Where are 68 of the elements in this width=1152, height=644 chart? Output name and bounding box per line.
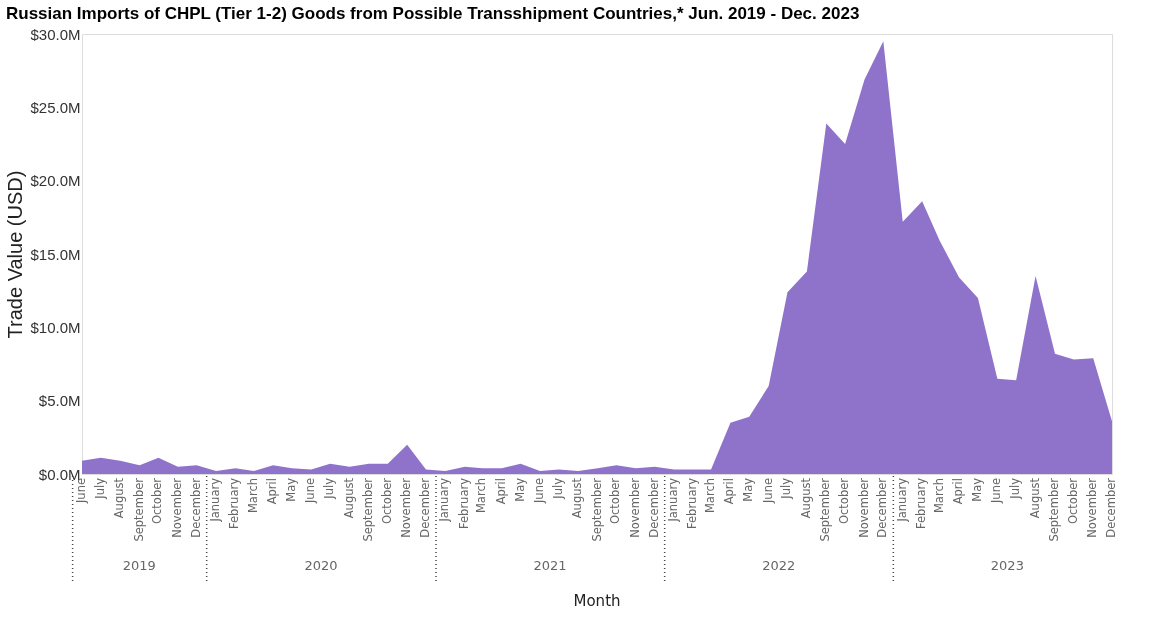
x-tick-label: December <box>875 477 890 538</box>
text: 2020 <box>304 558 338 573</box>
chart-title: Russian Imports of CHPL (Tier 1-2) Goods from Possible Transshipment Countries,* Jun. 2019 - Dec. 2023 <box>5 4 860 23</box>
x-tick-label: April <box>265 478 280 505</box>
x-tick-label: August <box>341 477 356 519</box>
x-tick-label: October <box>150 477 165 525</box>
x-tick-label: January <box>437 477 452 523</box>
y-axis-title: Trade Value (USD) <box>4 170 27 339</box>
x-tick-label: February <box>227 477 242 529</box>
text: 2023 <box>990 558 1024 573</box>
x-tick-label: September <box>1046 477 1061 542</box>
x-tick-label: July <box>779 477 794 500</box>
y-tick-label: $10.0M <box>30 318 81 336</box>
x-tick-label: June <box>760 478 775 505</box>
x-tick-label: December <box>188 477 203 538</box>
x-tick-label: May <box>512 477 527 502</box>
x-tick-label: November <box>856 477 871 538</box>
x-tick-label: October <box>837 477 852 525</box>
x-tick-label: September <box>131 477 146 542</box>
x-tick-label: April <box>951 478 966 505</box>
x-tick-label: May <box>969 477 984 502</box>
text: 2022 <box>762 558 796 573</box>
x-tick-label: January <box>208 477 223 523</box>
y-tick-label: $25.0M <box>30 98 81 116</box>
x-tick-label: April <box>722 478 737 505</box>
y-tick-label: $5.0M <box>38 392 81 410</box>
x-tick-label: May <box>741 477 756 502</box>
x-tick-label: November <box>169 477 184 538</box>
x-tick-label: August <box>1027 477 1042 519</box>
x-tick-label: August <box>112 477 127 519</box>
x-tick-label: December <box>646 477 661 538</box>
x-tick-label: July <box>92 477 107 500</box>
x-tick-label: March <box>245 478 260 514</box>
x-tick-label: September <box>360 477 375 542</box>
text: 2021 <box>533 558 567 573</box>
x-tick-label: February <box>914 477 929 529</box>
x-tick-label: September <box>818 477 833 542</box>
x-tick-label: June <box>531 478 546 505</box>
x-tick-label: December <box>1104 477 1118 538</box>
x-tick-label: December <box>417 477 432 538</box>
x-tick-label: November <box>399 477 414 538</box>
x-tick-label: November <box>627 477 642 538</box>
x-tick-label: October <box>608 477 623 525</box>
x-tick-label: April <box>493 478 508 505</box>
x-tick-label: January <box>894 477 909 523</box>
x-tick-label: March <box>703 478 718 514</box>
x-tick-label: March <box>931 478 946 514</box>
x-tick-label: July <box>1008 477 1023 500</box>
x-tick-label: November <box>1085 477 1100 538</box>
text: 2019 <box>122 558 156 573</box>
x-tick-label: October <box>1065 477 1080 525</box>
x-tick-label: October <box>379 477 394 525</box>
x-tick-label: March <box>474 478 489 514</box>
x-tick-label: August <box>570 477 585 519</box>
x-tick-label: February <box>685 477 700 529</box>
x-tick-label: July <box>550 477 565 500</box>
x-tick-label: May <box>283 477 298 502</box>
y-tick-label: $30.0M <box>30 25 81 43</box>
x-tick-label: July <box>322 477 337 500</box>
x-axis-title: Month <box>573 592 621 610</box>
x-tick-label: August <box>798 477 813 519</box>
y-tick-label: $20.0M <box>30 172 81 190</box>
x-tick-label: September <box>589 477 604 542</box>
x-tick-label: June <box>303 478 318 505</box>
y-tick-label: $15.0M <box>30 245 81 263</box>
x-tick-label: January <box>666 477 681 523</box>
x-tick-label: February <box>456 477 471 529</box>
x-tick-label: June <box>989 478 1004 505</box>
